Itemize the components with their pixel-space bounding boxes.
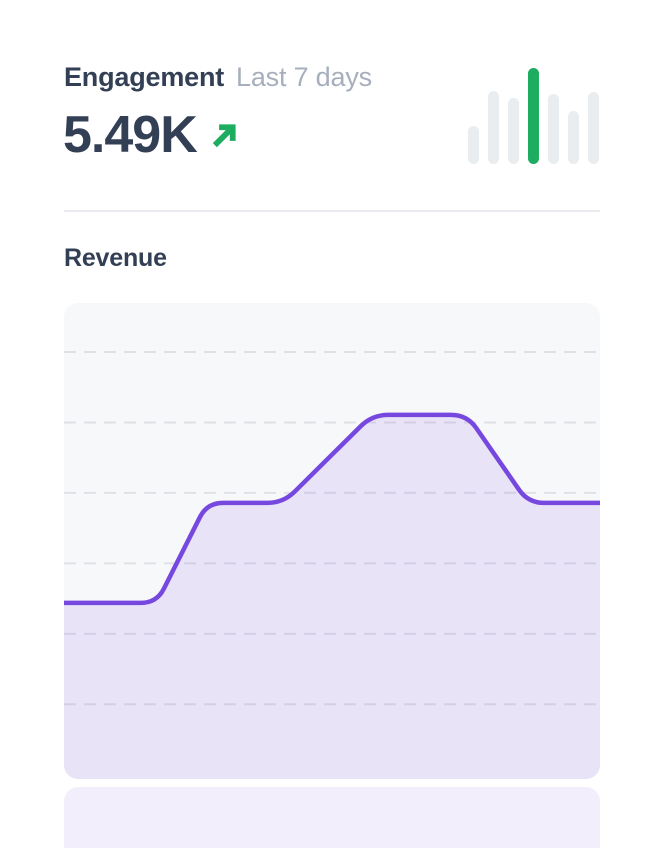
engagement-subtitle: Last 7 days (236, 62, 372, 92)
revenue-area-fill (64, 414, 600, 779)
engagement-title: Engagement (64, 62, 225, 92)
sparkline-bar (548, 93, 559, 164)
revenue-line (64, 412, 600, 606)
revenue-area-chart (64, 351, 600, 779)
sparkline-bar (508, 97, 519, 164)
sparkline-bar (568, 111, 579, 164)
sparkline-bar-highlight (528, 68, 539, 164)
section-divider (64, 210, 600, 212)
engagement-sparkline (468, 68, 599, 164)
engagement-value: 5.49K (63, 106, 198, 164)
engagement-value-row: 5.49K (63, 106, 240, 164)
next-card-partial (64, 787, 600, 848)
engagement-header: Engagement Last 7 days (64, 61, 372, 94)
sparkline-bar (588, 92, 599, 164)
revenue-chart-card (64, 303, 600, 779)
arrow-up-right-icon (210, 120, 240, 150)
sparkline-bar (488, 91, 499, 164)
sparkline-bar (468, 125, 479, 164)
revenue-title: Revenue (64, 244, 167, 272)
